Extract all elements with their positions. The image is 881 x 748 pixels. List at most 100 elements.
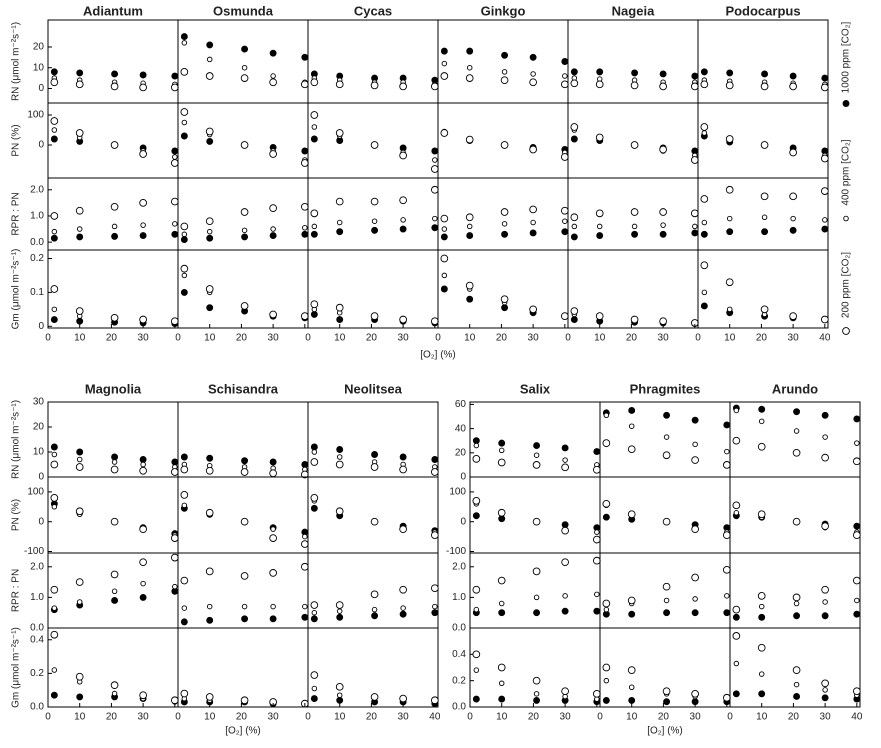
x-tick-label: 0: [565, 333, 571, 344]
data-point: [793, 681, 800, 688]
y-tick-label: 0: [38, 140, 44, 151]
data-point: [663, 597, 670, 604]
data-point: [336, 219, 343, 226]
data-point: [241, 615, 249, 623]
panel-frame: [437, 102, 569, 179]
data-point: [726, 69, 734, 77]
data-point: [440, 214, 449, 223]
data-point: [570, 135, 578, 143]
data-point: [570, 68, 578, 76]
data-point: [206, 234, 214, 242]
y-tick-label: 1.0: [452, 592, 466, 603]
data-point: [370, 693, 379, 701]
data-point: [561, 228, 569, 236]
data-point: [793, 693, 801, 700]
data-point: [602, 696, 610, 704]
y-tick-label: -100: [24, 546, 44, 557]
y-tick-label: 0: [38, 321, 44, 332]
data-point: [500, 141, 509, 149]
y-tick-label: 0: [460, 516, 466, 527]
x-tick-label: 30: [658, 333, 670, 344]
data-point: [466, 64, 473, 71]
data-point: [335, 460, 344, 469]
data-point: [50, 117, 59, 125]
data-point: [269, 78, 277, 87]
data-point: [723, 609, 731, 617]
x-tick-label: 10: [204, 333, 216, 344]
data-point: [691, 689, 699, 698]
data-point: [206, 137, 214, 145]
data-point: [76, 599, 83, 605]
data-point: [700, 302, 708, 310]
data-point: [532, 461, 541, 469]
data-point: [311, 685, 318, 692]
data-point: [498, 680, 505, 687]
data-point: [206, 41, 214, 49]
data-point: [757, 643, 766, 652]
data-point: [371, 606, 378, 613]
data-point: [628, 696, 636, 704]
data-point: [532, 567, 541, 576]
data-point: [399, 453, 407, 461]
data-point: [430, 82, 439, 91]
data-point: [631, 230, 639, 238]
data-point: [724, 448, 730, 455]
data-point: [595, 133, 604, 142]
data-point: [627, 596, 636, 605]
data-point: [336, 608, 343, 614]
data-point: [602, 513, 610, 521]
data-point: [302, 603, 308, 610]
data-point: [399, 196, 407, 205]
y-tick-label: 2.0: [452, 561, 466, 572]
legend-marker: [842, 100, 850, 107]
data-point: [498, 609, 506, 617]
data-point: [822, 434, 828, 440]
data-point: [560, 312, 569, 320]
data-point: [465, 213, 474, 222]
data-point: [51, 451, 58, 458]
data-point: [663, 411, 671, 419]
data-point: [430, 584, 439, 593]
x-tick-label: 0: [467, 712, 473, 723]
data-point: [722, 461, 731, 469]
data-point: [722, 693, 731, 702]
x-tick-label: 0: [695, 333, 701, 344]
data-point: [500, 295, 509, 304]
data-point: [310, 78, 319, 87]
data-point: [51, 605, 58, 611]
data-point: [594, 591, 600, 598]
data-point: [821, 694, 829, 702]
data-point: [465, 135, 474, 144]
data-point: [501, 69, 508, 75]
x-axis-label: [O₂] (%): [647, 726, 683, 737]
data-point: [205, 217, 214, 226]
x-axis-label: [O₂] (%): [225, 726, 261, 737]
panel-frame: [599, 476, 731, 554]
data-point: [336, 316, 344, 323]
data-point: [570, 213, 579, 222]
data-point: [821, 411, 829, 419]
data-point: [50, 460, 59, 469]
data-point: [441, 272, 448, 279]
data-point: [700, 230, 708, 238]
data-point: [300, 202, 309, 211]
data-point: [497, 508, 506, 517]
x-tick-label: 30: [138, 333, 150, 344]
data-point: [701, 289, 708, 296]
data-point: [570, 316, 578, 323]
data-point: [399, 465, 407, 474]
panel-frame: [729, 476, 861, 554]
panel-frame: [599, 552, 731, 629]
x-tick-label: 20: [366, 333, 378, 344]
data-point: [732, 613, 740, 621]
data-point: [76, 69, 84, 77]
data-point: [50, 630, 59, 639]
legend-marker: [843, 215, 849, 222]
data-point: [821, 522, 829, 531]
data-point: [432, 603, 438, 610]
data-point: [269, 534, 277, 542]
data-point: [692, 596, 698, 602]
data-point: [311, 124, 318, 130]
x-tick-label: 0: [305, 712, 311, 723]
data-point: [310, 695, 318, 703]
